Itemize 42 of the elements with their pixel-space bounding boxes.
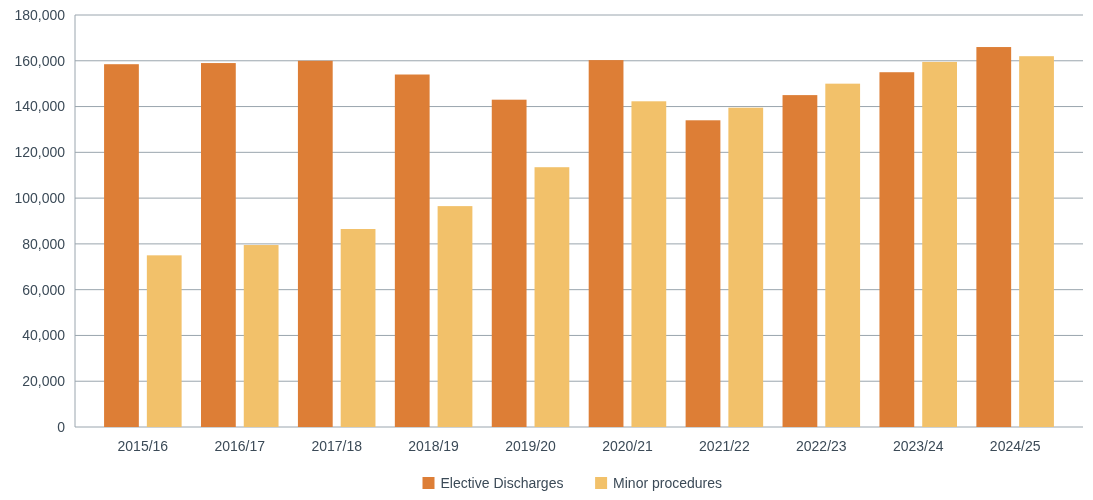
- y-tick-label: 60,000: [22, 281, 66, 298]
- x-tick-label: 2015/16: [117, 438, 169, 454]
- x-tick-label: 2022/23: [796, 438, 847, 454]
- x-tick-label: 2017/18: [311, 438, 363, 454]
- y-tick-label: 160,000: [14, 52, 66, 69]
- y-tick-label: 140,000: [14, 98, 66, 115]
- x-tick-label: 2021/22: [699, 438, 750, 454]
- bar: [588, 60, 624, 427]
- y-tick-label: 100,000: [14, 190, 66, 207]
- bar: [437, 206, 473, 427]
- bar: [976, 47, 1012, 427]
- y-tick-label: 40,000: [22, 327, 66, 344]
- bar: [728, 107, 764, 427]
- y-tick-label: 180,000: [14, 6, 66, 23]
- y-tick-label: 120,000: [14, 144, 66, 161]
- legend-label: Minor procedures: [613, 475, 723, 491]
- y-tick-label: 80,000: [22, 235, 66, 252]
- bar: [394, 74, 430, 427]
- y-tick-label: 20,000: [22, 373, 66, 390]
- y-tick-label: 0: [57, 418, 66, 435]
- bar: [1019, 56, 1054, 427]
- x-tick-label: 2018/19: [408, 438, 460, 454]
- x-tick-label: 2016/17: [214, 438, 266, 454]
- legend-label: Elective Discharges: [440, 475, 564, 491]
- bar: [491, 99, 527, 427]
- x-tick-label: 2024/25: [989, 438, 1041, 454]
- bar: [631, 101, 667, 427]
- x-tick-label: 2023/24: [892, 438, 944, 454]
- bar: [146, 255, 182, 427]
- x-tick-label: 2019/20: [505, 438, 557, 454]
- bar: [879, 72, 915, 427]
- x-tick-label: 2020/21: [602, 438, 653, 454]
- bar: [534, 167, 570, 427]
- bar: [340, 229, 376, 427]
- bar: [685, 120, 721, 427]
- bar: [922, 61, 957, 427]
- bar: [297, 60, 333, 427]
- bar: [243, 245, 279, 427]
- bar: [104, 64, 139, 427]
- bar: [201, 63, 236, 427]
- bar: [782, 95, 818, 427]
- bar: [825, 83, 861, 427]
